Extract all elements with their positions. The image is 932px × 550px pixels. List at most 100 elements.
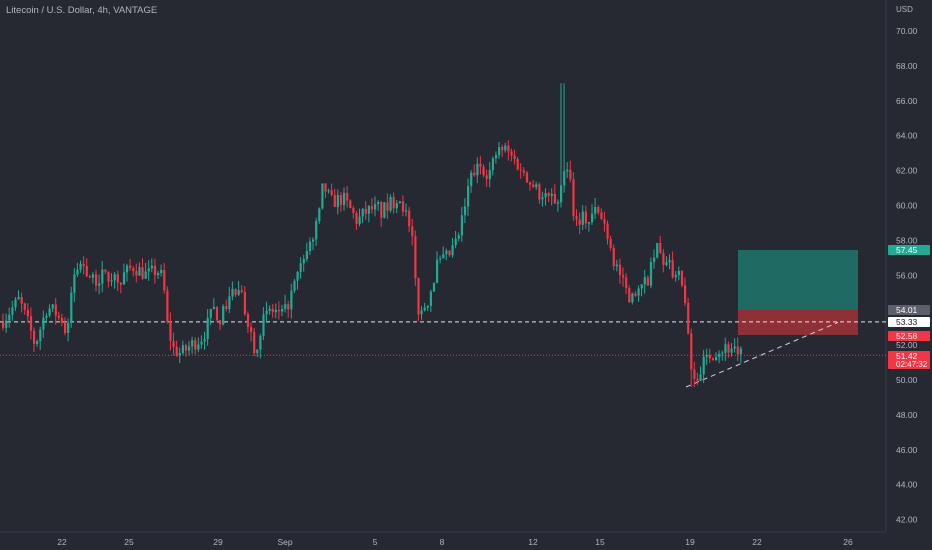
candle-body bbox=[197, 344, 200, 350]
time-tick-label: Sep bbox=[277, 537, 292, 547]
candle-body bbox=[29, 316, 33, 331]
price-tag-label: 53.33 bbox=[896, 317, 918, 327]
candle-body bbox=[321, 183, 324, 209]
candle-body bbox=[482, 166, 485, 176]
candle-body bbox=[324, 183, 327, 192]
candle-body bbox=[498, 147, 501, 156]
candle-body bbox=[556, 202, 560, 204]
candle-body bbox=[256, 349, 259, 354]
candle-body bbox=[408, 210, 411, 227]
candle-body bbox=[516, 159, 519, 170]
candle-body bbox=[327, 190, 330, 192]
time-tick-label: 29 bbox=[213, 537, 223, 547]
candle-body bbox=[296, 272, 299, 281]
candle-body bbox=[634, 293, 637, 296]
candle-body bbox=[122, 272, 126, 285]
candle-body bbox=[597, 207, 600, 213]
candle-body bbox=[364, 208, 367, 214]
candle-body bbox=[339, 195, 343, 205]
candle-body bbox=[405, 210, 408, 212]
candle-body bbox=[166, 290, 169, 322]
candle-body bbox=[436, 259, 439, 283]
candles bbox=[2, 83, 742, 387]
candle-body bbox=[615, 264, 618, 267]
candle-body bbox=[724, 344, 727, 353]
price-tick-label: 46.00 bbox=[896, 445, 918, 455]
candle-body bbox=[126, 265, 129, 273]
candle-body bbox=[42, 317, 45, 330]
candle-body bbox=[653, 257, 656, 262]
candle-body bbox=[420, 310, 423, 315]
candle-body bbox=[33, 330, 36, 344]
candle-body bbox=[600, 212, 603, 220]
candle-body bbox=[553, 193, 556, 204]
candle-body bbox=[194, 340, 197, 350]
time-tick-label: 25 bbox=[124, 537, 134, 547]
candle-body bbox=[618, 264, 622, 276]
candle-body bbox=[569, 169, 572, 180]
candle-body bbox=[259, 335, 262, 350]
candle-body bbox=[587, 222, 591, 224]
candle-body bbox=[135, 271, 138, 276]
candle-body bbox=[560, 185, 563, 203]
candle-body bbox=[442, 254, 445, 259]
candle-body bbox=[358, 216, 361, 225]
candle-body bbox=[563, 171, 566, 186]
candle-body bbox=[367, 206, 370, 214]
time-tick-label: 5 bbox=[373, 537, 378, 547]
candle-body bbox=[132, 268, 135, 272]
candle-body bbox=[690, 333, 693, 370]
candle-body bbox=[116, 274, 119, 283]
candle-body bbox=[677, 270, 680, 276]
candle-body bbox=[225, 306, 228, 310]
candle-body bbox=[649, 261, 653, 286]
candle-body bbox=[262, 314, 265, 336]
candle-body bbox=[684, 285, 687, 303]
candle-body bbox=[299, 263, 302, 273]
candle-body bbox=[153, 265, 157, 276]
candle-body bbox=[70, 292, 73, 323]
candle-body bbox=[141, 267, 144, 279]
candle-body bbox=[501, 147, 504, 151]
candle-body bbox=[715, 357, 718, 361]
candle-body bbox=[178, 353, 181, 356]
candle-body bbox=[184, 345, 188, 351]
candle-body bbox=[181, 345, 184, 354]
price-tag bbox=[888, 305, 930, 315]
candle-body bbox=[578, 219, 581, 225]
candle-body bbox=[628, 288, 631, 303]
candle-body bbox=[711, 358, 715, 361]
candle-body bbox=[160, 269, 163, 274]
candle-body bbox=[702, 356, 705, 375]
candle-body bbox=[470, 172, 473, 186]
candle-body bbox=[5, 320, 8, 328]
stop-zone bbox=[738, 310, 858, 335]
candle-body bbox=[625, 277, 628, 289]
candle-body bbox=[150, 265, 153, 269]
price-tick-label: 42.00 bbox=[896, 515, 918, 525]
candle-body bbox=[594, 207, 597, 214]
time-tick-label: 12 bbox=[528, 537, 538, 547]
candle-body bbox=[346, 192, 349, 201]
candle-body bbox=[370, 206, 374, 210]
price-tag-label: 54.01 bbox=[896, 305, 918, 315]
price-tick-label: 50.00 bbox=[896, 375, 918, 385]
candle-body bbox=[250, 326, 253, 333]
candle-body bbox=[439, 258, 442, 260]
target-zone bbox=[738, 249, 858, 311]
price-tick-label: 56.00 bbox=[896, 270, 918, 280]
candle-body bbox=[476, 163, 479, 176]
candle-body bbox=[603, 219, 606, 224]
candle-body bbox=[718, 353, 721, 358]
candle-body bbox=[591, 213, 594, 223]
candle-body bbox=[312, 239, 315, 242]
candle-body bbox=[237, 290, 240, 295]
time-tick-label: 8 bbox=[440, 537, 445, 547]
candle-body bbox=[609, 238, 612, 248]
candle-body bbox=[513, 155, 516, 160]
candle-body bbox=[54, 304, 57, 316]
candle-body bbox=[733, 346, 736, 349]
trendline bbox=[685, 321, 839, 388]
candle-body bbox=[157, 273, 160, 276]
